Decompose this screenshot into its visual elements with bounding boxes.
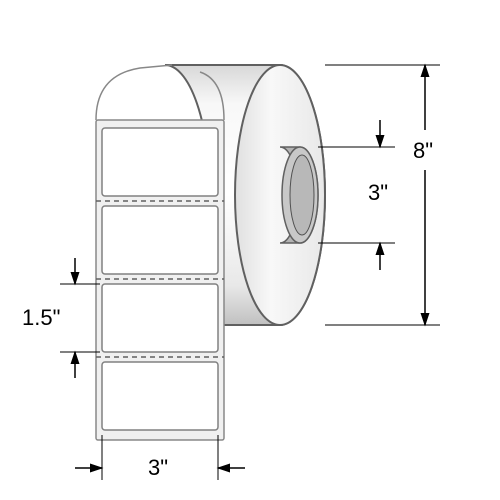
label-roll-diagram: 8" 3" 1.5" 3" <box>0 0 500 500</box>
label-2 <box>102 206 218 274</box>
core-inner <box>290 155 314 235</box>
label-4 <box>102 362 218 430</box>
label-3 <box>102 284 218 352</box>
label-label-height: 1.5" <box>22 305 60 331</box>
label-strip <box>96 120 224 440</box>
dim-label-height <box>60 258 100 378</box>
label-1 <box>102 128 218 196</box>
label-core-diameter: 3" <box>368 180 388 206</box>
label-label-width: 3" <box>148 455 168 481</box>
label-outer-diameter: 8" <box>413 138 433 164</box>
diagram-svg <box>0 0 500 500</box>
